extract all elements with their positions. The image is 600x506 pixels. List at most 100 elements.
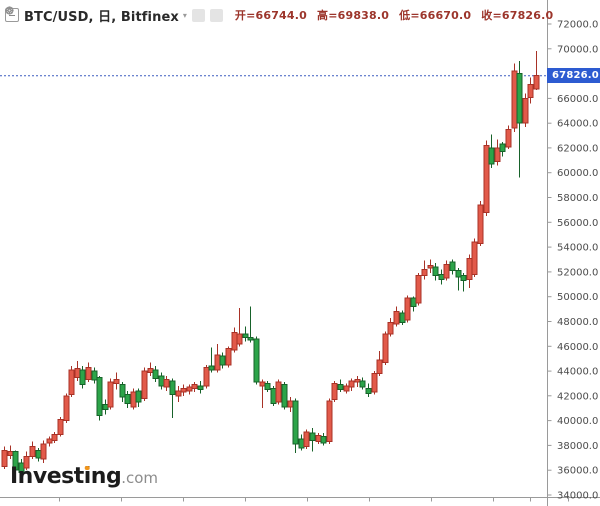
candle-up [522, 93, 529, 127]
candle-up [466, 254, 473, 288]
candle-up [427, 259, 434, 274]
candle-up [287, 397, 294, 412]
y-axis-label: 44000.0 [557, 367, 598, 378]
candle-up [371, 371, 378, 395]
y-axis-label: 66000.0 [557, 94, 598, 105]
candle-up [85, 362, 92, 383]
candle-down [264, 381, 271, 393]
y-axis-label: 38000.0 [557, 441, 598, 452]
candle-up [343, 383, 350, 394]
candle-up [443, 260, 450, 281]
chart-legend: BTC/USD, 日, Bitfinex ▾ 开=66744.0 [5, 6, 554, 25]
candle-down [455, 268, 462, 291]
candle-down [197, 381, 204, 394]
candle-up [186, 384, 193, 395]
candle-down [253, 336, 260, 385]
candle-down [247, 306, 254, 343]
y-axis-label: 48000.0 [557, 317, 598, 328]
candle-up [113, 372, 120, 390]
candle-up [404, 295, 411, 323]
candle-down [460, 273, 467, 292]
candle-up [68, 366, 75, 398]
candle-up [214, 343, 221, 373]
candle-up [393, 306, 400, 327]
candle-up [130, 388, 137, 410]
candle-down [208, 347, 215, 373]
candle-up [421, 260, 428, 280]
candle-up [74, 361, 81, 381]
candle-up [180, 384, 187, 396]
candle-up [348, 378, 355, 391]
candle-up [303, 429, 310, 450]
candle-down [432, 263, 439, 281]
y-axis-label: 64000.0 [557, 119, 598, 130]
high-value: 高=69838.0 [317, 9, 390, 22]
candle-down [91, 367, 98, 384]
candle-up [147, 362, 154, 376]
candle-up [259, 379, 266, 409]
chevron-down-icon[interactable]: ▾ [182, 10, 187, 20]
candle-up [382, 331, 389, 365]
candle-up [511, 63, 518, 132]
candle-up [326, 398, 333, 445]
candle-up [141, 367, 148, 401]
candle-up [163, 376, 170, 391]
open-value: 开=66744.0 [234, 9, 307, 22]
y-axis-label: 70000.0 [557, 44, 598, 55]
settings-gear-button[interactable] [5, 6, 223, 22]
candle-up [331, 381, 338, 402]
candle-down [242, 326, 249, 342]
hide-series-eye-button[interactable] [5, 6, 205, 22]
symbol-title: BTC/USD, 日, Bitfinex [24, 9, 179, 25]
investing-wordmark: Investing.com [10, 464, 159, 489]
y-axis-label: 40000.0 [557, 416, 598, 427]
y-axis-label: 54000.0 [557, 243, 598, 254]
candle-up [1, 446, 8, 469]
candle-up [527, 77, 534, 104]
candle-down [449, 259, 456, 275]
candle-up [23, 451, 30, 471]
candle-down [124, 390, 131, 409]
candle-down [298, 434, 305, 451]
candle-down [320, 433, 327, 446]
candle-down [281, 382, 288, 410]
candle-down [399, 310, 406, 326]
candle-up [387, 317, 394, 337]
candle-down [499, 141, 506, 157]
y-axis-label: 60000.0 [557, 168, 598, 179]
candle-up [225, 346, 232, 368]
candle-down [152, 366, 159, 383]
close-value: 收=67826.0 [481, 9, 554, 22]
y-axis-label: 42000.0 [557, 391, 598, 402]
candle-down [270, 385, 277, 406]
candle-up [107, 378, 114, 410]
candle-up [231, 327, 238, 353]
candle-down [169, 378, 176, 419]
candle-down [135, 388, 142, 407]
candle-down [35, 447, 42, 462]
candle-up [415, 273, 422, 306]
candle-up [46, 436, 53, 447]
y-axis-label: 72000.0 [557, 20, 598, 31]
y-axis-label: 52000.0 [557, 267, 598, 278]
candle-down [292, 398, 299, 453]
gear-icon [5, 6, 14, 15]
candle-up [7, 445, 14, 460]
candle-up [191, 382, 198, 393]
candle-down [102, 399, 109, 415]
y-axis-label: 46000.0 [557, 342, 598, 353]
candle-up [354, 376, 361, 388]
y-axis-label: 50000.0 [557, 292, 598, 303]
candle-down [309, 428, 316, 452]
candle-up [376, 351, 383, 376]
candle-down [219, 352, 226, 369]
candle-down [12, 450, 19, 477]
y-axis-label: 58000.0 [557, 193, 598, 204]
candle-up [203, 364, 210, 389]
candle-down [337, 379, 344, 393]
candle-down [365, 383, 372, 398]
candle-up [483, 140, 490, 217]
y-axis-label: 56000.0 [557, 218, 598, 229]
y-axis-label: 36000.0 [557, 466, 598, 477]
